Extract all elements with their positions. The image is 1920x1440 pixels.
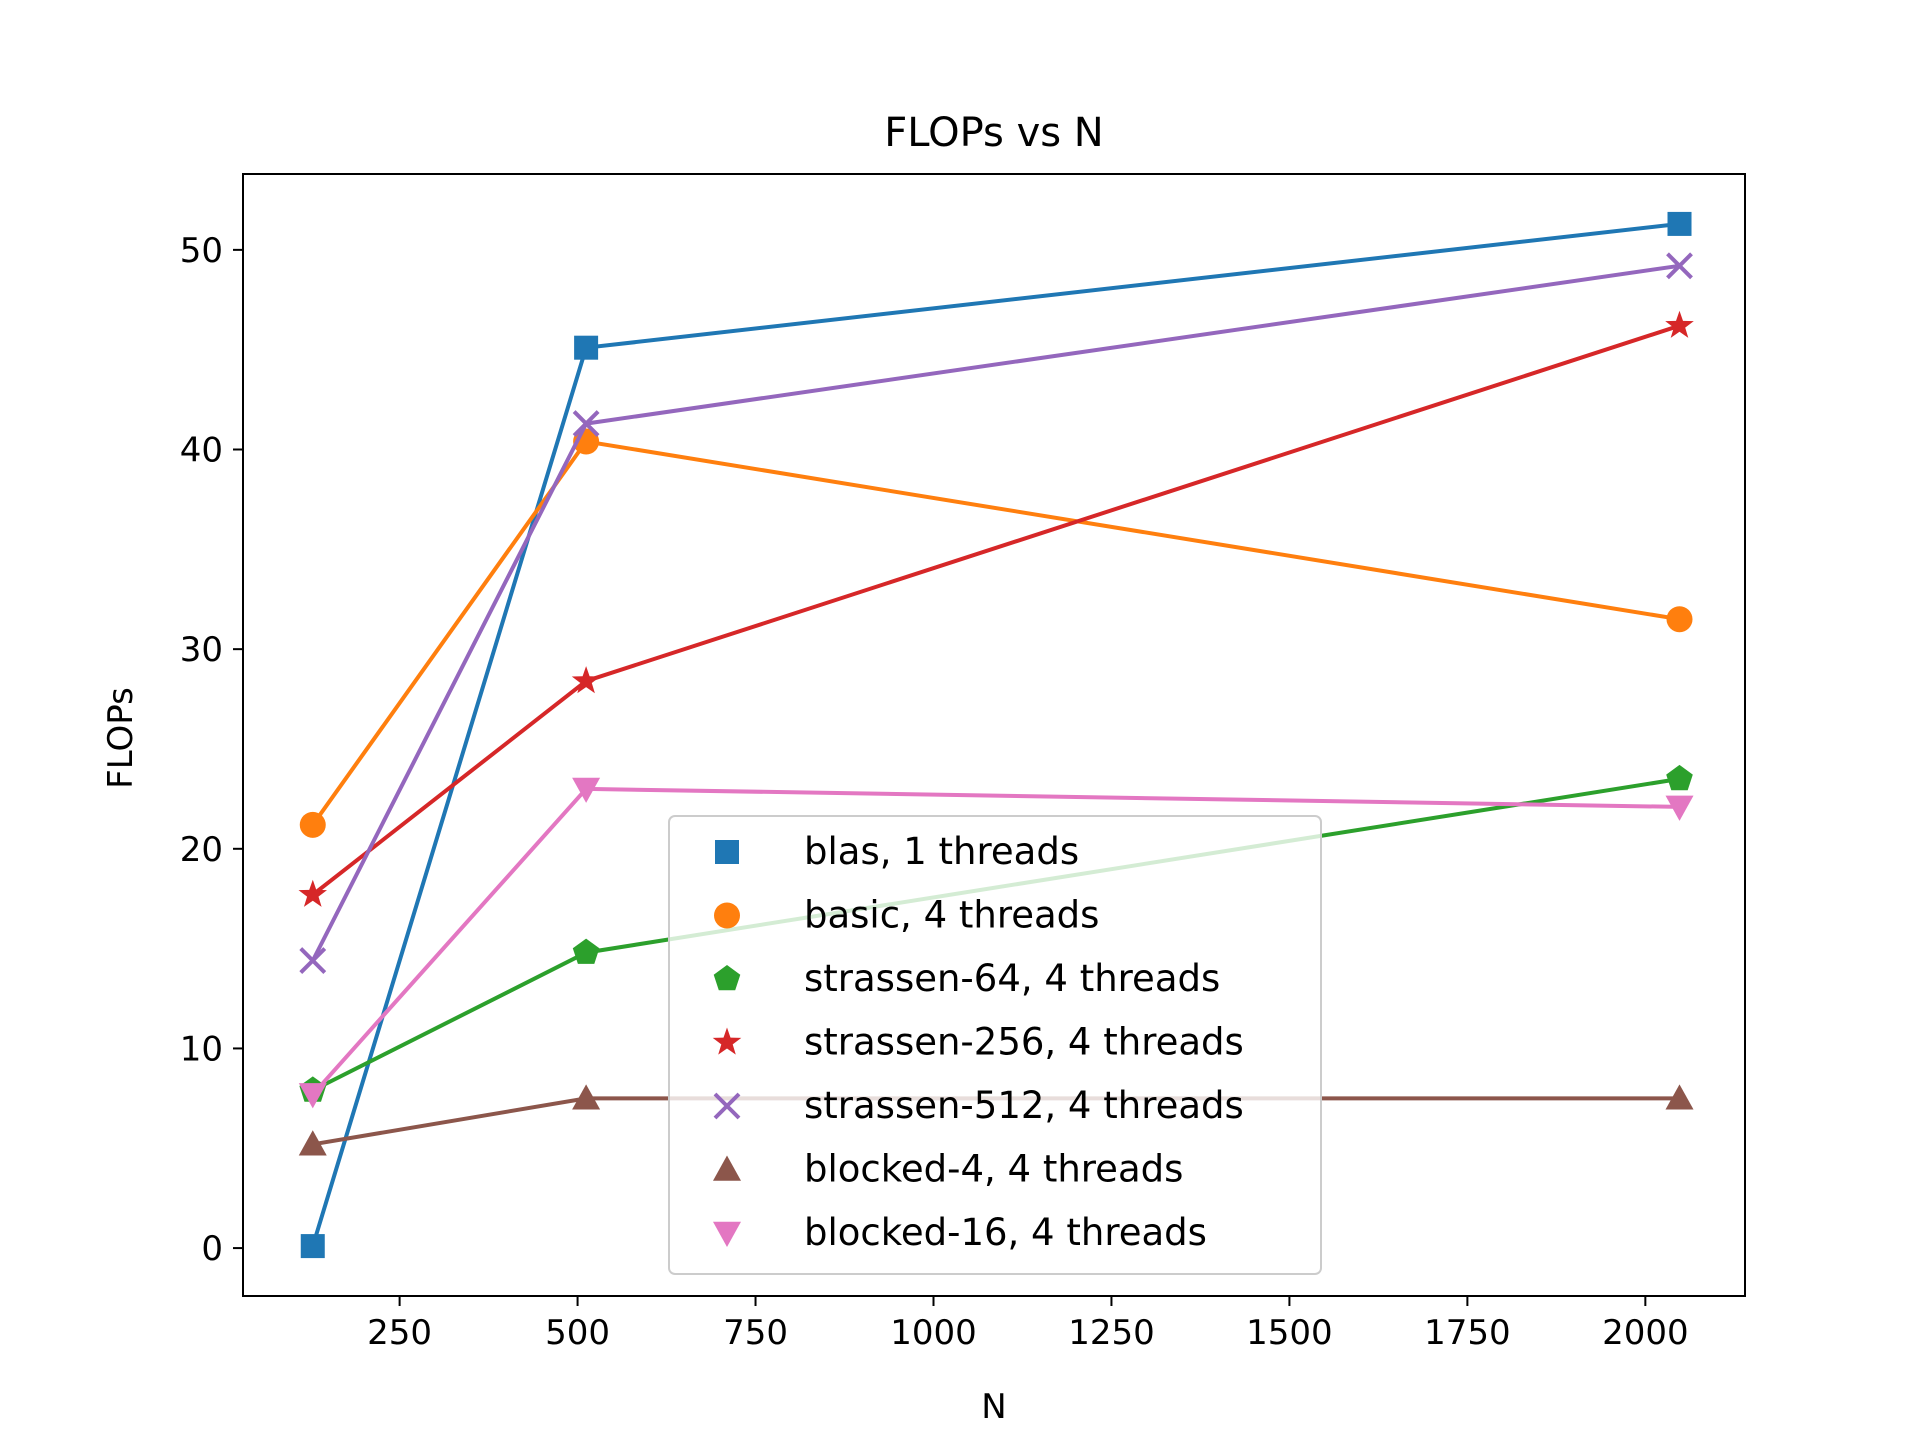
- series-4: [299, 252, 1693, 975]
- legend-label: blocked-16, 4 threads: [804, 1211, 1207, 1254]
- x-tick-label: 750: [723, 1313, 788, 1353]
- x-axis-ticks: 250 500 750 1000 1250 1500 1750 2000: [367, 1296, 1689, 1353]
- data-point: [299, 811, 326, 838]
- series-6: [298, 777, 1694, 1109]
- data-point: [298, 1083, 327, 1109]
- data-point: [572, 938, 600, 964]
- legend-label: blocked-4, 4 threads: [804, 1148, 1183, 1191]
- legend: blas, 1 threads basic, 4 threads strassen-…: [668, 815, 1322, 1275]
- y-axis-ticks: 0 10 20 30 40 50: [180, 231, 243, 1269]
- legend-marker: [713, 1221, 741, 1247]
- data-point: [298, 879, 327, 907]
- x-tick-label: 1250: [1068, 1313, 1155, 1353]
- legend-marker: [712, 1027, 742, 1055]
- series-0: [300, 211, 1692, 1259]
- y-tick-label: 10: [180, 1029, 223, 1069]
- x-axis-label: N: [981, 1387, 1006, 1427]
- chart-title: FLOPs vs N: [884, 110, 1103, 156]
- legend-item: strassen-64, 4 threads: [713, 957, 1220, 1000]
- data-point: [1665, 1084, 1694, 1110]
- legend-marker: [715, 840, 739, 864]
- series-1: [299, 428, 1693, 838]
- x-tick-label: 250: [367, 1313, 432, 1353]
- data-point: [1665, 795, 1694, 821]
- y-tick-label: 0: [201, 1229, 223, 1269]
- legend-marker: [714, 902, 740, 929]
- y-axis-label: FLOPs: [101, 687, 141, 789]
- data-point: [572, 777, 601, 803]
- data-point: [1666, 606, 1693, 633]
- y-tick-label: 40: [180, 431, 223, 471]
- x-tick-label: 500: [545, 1313, 610, 1353]
- y-tick-label: 30: [180, 630, 223, 670]
- data-point: [1666, 252, 1693, 280]
- data-point: [574, 335, 599, 360]
- legend-marker: [713, 965, 741, 991]
- data-point: [572, 1084, 601, 1110]
- data-point: [1665, 310, 1694, 338]
- y-tick-label: 50: [180, 231, 223, 271]
- x-tick-label: 1500: [1246, 1313, 1333, 1353]
- legend-item: blas, 1 threads: [715, 830, 1079, 873]
- legend-marker: [713, 1092, 741, 1120]
- legend-label: blas, 1 threads: [804, 830, 1079, 873]
- legend-label: basic, 4 threads: [804, 894, 1099, 937]
- data-point: [300, 1234, 325, 1259]
- y-tick-label: 20: [180, 830, 223, 870]
- data-point: [1667, 211, 1692, 236]
- data-point: [299, 947, 327, 975]
- legend-item: strassen-256, 4 threads: [712, 1021, 1244, 1064]
- data-point: [571, 666, 601, 694]
- legend-item: strassen-512, 4 threads: [713, 1084, 1244, 1127]
- x-tick-label: 1000: [890, 1313, 977, 1353]
- legend-label: strassen-512, 4 threads: [804, 1084, 1244, 1127]
- data-point: [572, 410, 600, 437]
- series-3: [298, 310, 1694, 907]
- legend-label: strassen-256, 4 threads: [804, 1021, 1244, 1064]
- x-tick-label: 1750: [1424, 1313, 1511, 1353]
- legend-item: basic, 4 threads: [714, 894, 1099, 937]
- data-point: [298, 1130, 327, 1156]
- legend-item: blocked-16, 4 threads: [713, 1211, 1207, 1254]
- legend-box: [668, 815, 1322, 1275]
- data-point: [1666, 764, 1693, 791]
- legend-label: strassen-64, 4 threads: [804, 957, 1220, 1000]
- legend-item: blocked-4, 4 threads: [713, 1148, 1183, 1191]
- x-tick-label: 2000: [1602, 1313, 1689, 1353]
- plot-frame: [242, 173, 1746, 1297]
- legend-marker: [713, 1155, 741, 1181]
